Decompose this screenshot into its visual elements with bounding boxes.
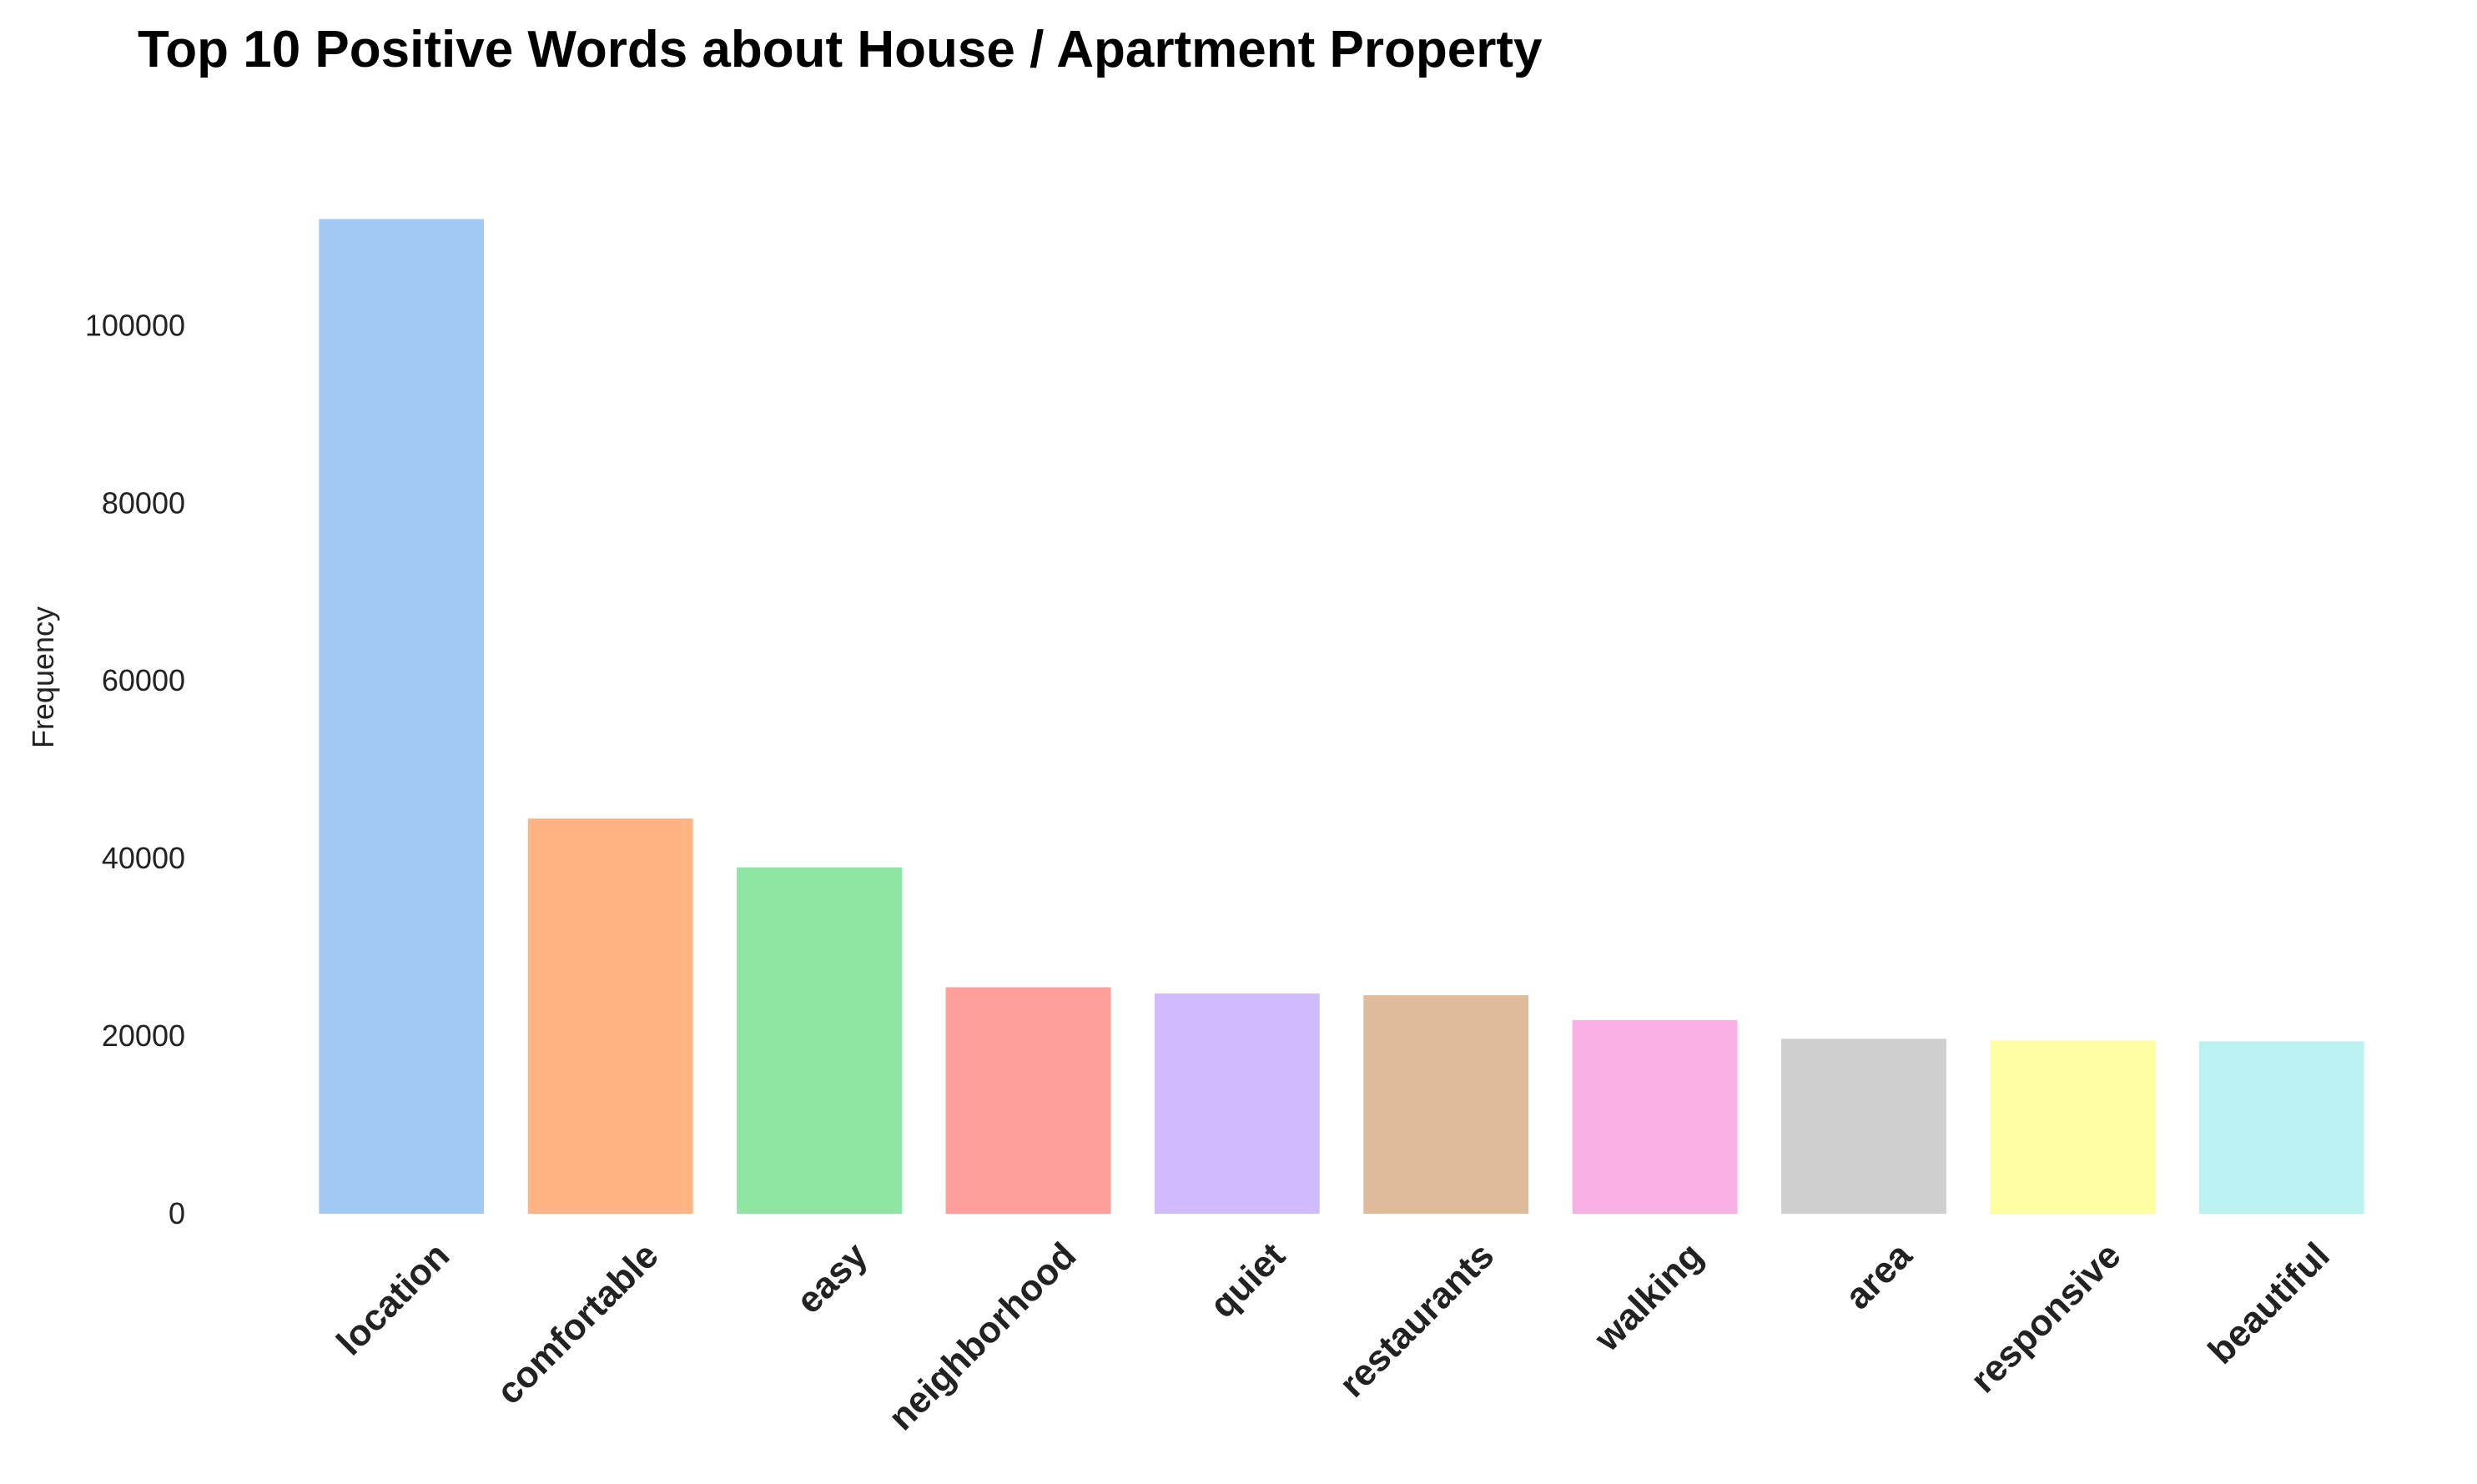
y-tick-label: 20000	[102, 1019, 185, 1053]
x-tick-label: quiet	[1202, 1235, 1293, 1326]
x-tick-label: comfortable	[489, 1235, 667, 1412]
y-tick-label: 40000	[102, 841, 185, 875]
bar-neighborhood	[945, 987, 1111, 1214]
x-tick-label: restaurants	[1332, 1235, 1502, 1405]
chart-title: Top 10 Positive Words about House / Apar…	[138, 21, 1543, 78]
x-axis-ticks: location comfortable easy neighborhood quiet…	[329, 1235, 2338, 1438]
bar-comfortable	[527, 818, 693, 1214]
y-tick-label: 80000	[102, 485, 185, 520]
x-tick-label: area	[1837, 1235, 1920, 1317]
bar-location	[319, 219, 485, 1215]
y-axis-ticks: 0 20000 40000 60000 80000 100000	[85, 308, 185, 1230]
y-tick-label: 0	[169, 1196, 185, 1230]
x-tick-label: walking	[1586, 1235, 1710, 1359]
x-tick-label: responsive	[1963, 1235, 2129, 1401]
x-tick-label: neighborhood	[881, 1235, 1085, 1438]
bar-responsive	[1990, 1040, 2156, 1214]
bar-restaurants	[1363, 995, 1529, 1214]
x-tick-label: beautiful	[2201, 1235, 2338, 1371]
x-tick-label: location	[329, 1235, 457, 1363]
y-tick-label: 60000	[102, 663, 185, 697]
y-tick-label: 100000	[85, 308, 185, 342]
bar-walking	[1572, 1019, 1738, 1214]
x-tick-label: easy	[788, 1235, 875, 1321]
bars	[319, 219, 2364, 1215]
bar-easy	[737, 867, 902, 1214]
bar-quiet	[1154, 993, 1320, 1214]
bar-beautiful	[2198, 1041, 2364, 1214]
y-axis-label: Frequency	[26, 606, 60, 748]
bar-area	[1781, 1039, 1946, 1214]
